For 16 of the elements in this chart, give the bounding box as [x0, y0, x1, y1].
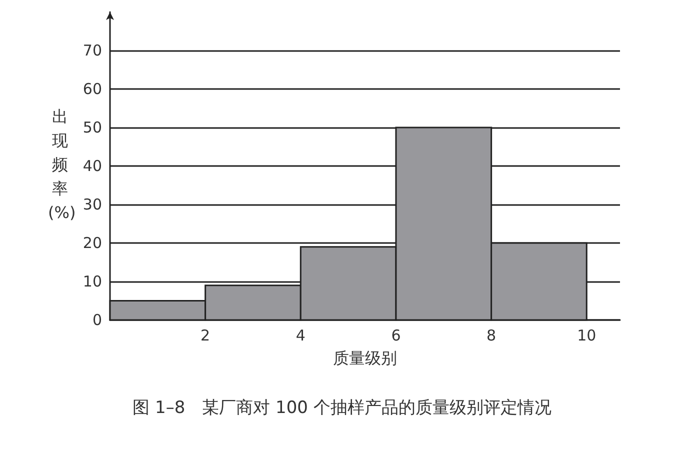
caption: 图 1–8 某厂商对 100 个抽样产品的质量级别评定情况 — [132, 397, 552, 419]
y-axis-title: 出现频率(%) — [48, 106, 76, 224]
x-tick-label: 2 — [200, 326, 210, 344]
y-tick-label: 30 — [82, 196, 102, 214]
x-axis-title: 质量级别 — [333, 348, 397, 368]
y-tick-label: 0 — [92, 311, 102, 329]
y-tick-label: 60 — [82, 80, 102, 98]
y-tick-label: 20 — [82, 234, 102, 252]
x-tick-label: 6 — [391, 326, 401, 344]
x-tick-label: 4 — [296, 326, 306, 344]
y-tick-label: 10 — [82, 272, 102, 290]
x-tick-label: 10 — [577, 326, 596, 344]
y-tick-label: 50 — [82, 118, 102, 136]
y-tick-label: 70 — [82, 42, 102, 60]
x-tick-label: 8 — [486, 326, 496, 344]
y-tick-label: 40 — [82, 157, 102, 175]
